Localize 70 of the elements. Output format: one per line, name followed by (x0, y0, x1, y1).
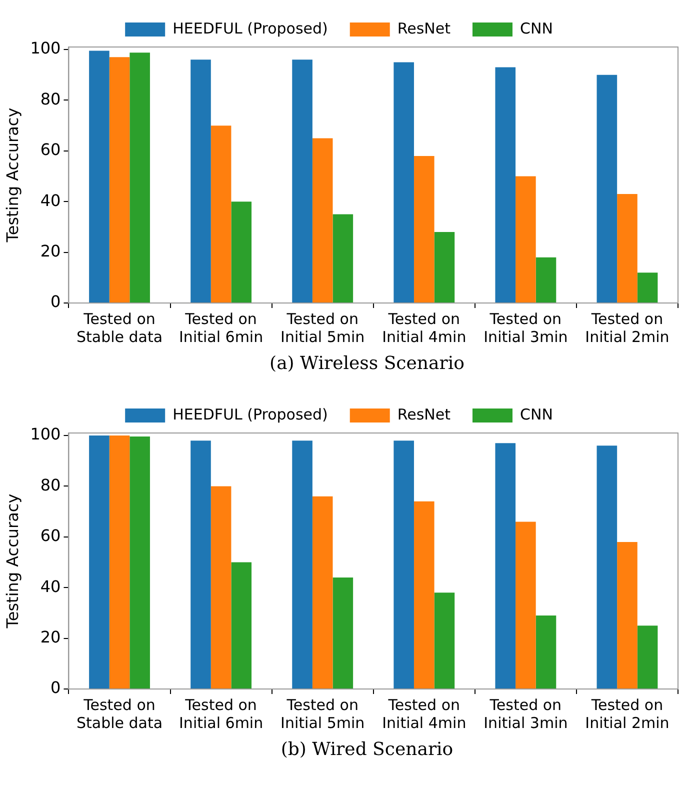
bar (190, 60, 211, 302)
x-tick-label: Tested on Initial 3min (484, 696, 568, 732)
y-tick-label: 40 (40, 190, 61, 210)
y-tick-label: 20 (40, 627, 61, 646)
bar (292, 440, 312, 688)
bar (637, 272, 658, 302)
legend-label: CNN (520, 19, 553, 38)
x-tick-label: Tested on Initial 5min (280, 696, 365, 732)
y-tick-label: 100 (30, 424, 61, 444)
bar (109, 436, 130, 688)
y-tick-label: 60 (40, 526, 61, 546)
bar (130, 436, 150, 688)
y-tick-label: 20 (40, 241, 61, 260)
bar (536, 615, 556, 688)
y-tick-label: 60 (40, 140, 61, 160)
y-tick-label: 40 (40, 576, 61, 596)
bar (332, 577, 354, 688)
bar (516, 176, 536, 302)
bar (210, 126, 232, 302)
bar (190, 440, 211, 688)
bar (414, 156, 434, 302)
bar (89, 436, 110, 688)
bar (495, 67, 516, 302)
bar (394, 62, 414, 302)
bar (596, 446, 618, 688)
bar (89, 50, 110, 302)
x-tick-label: Tested on Initial 4min (382, 310, 466, 346)
bar (617, 542, 638, 688)
legend-label: HEEDFUL (Proposed) (172, 19, 328, 38)
x-tick-label: Tested on Initial 4min (382, 696, 466, 732)
text: (b) Wired Scenario (280, 738, 454, 762)
bar (596, 74, 618, 302)
legend-label: HEEDFUL (Proposed) (172, 405, 328, 424)
bar (130, 52, 150, 302)
bar (109, 57, 130, 302)
x-tick-label: Tested on Initial 3min (484, 310, 568, 346)
bar (434, 232, 455, 302)
x-tick-label: Tested on Stable data (76, 696, 163, 732)
legend-label: ResNet (397, 405, 451, 424)
legend-label: CNN (520, 405, 553, 424)
y-tick-label: 80 (40, 89, 61, 108)
y-axis-title: Testing Accuracy (2, 108, 22, 244)
bar (312, 138, 333, 302)
x-tick-label: Tested on Initial 2min (585, 310, 670, 346)
x-tick-label: Tested on Initial 5min (280, 310, 365, 346)
x-tick-label: Tested on Initial 2min (585, 696, 670, 732)
x-tick-label: Tested on Initial 6min (179, 310, 264, 346)
bar (210, 486, 232, 688)
y-tick-label: 100 (30, 38, 61, 58)
bar (536, 257, 556, 302)
bar (332, 214, 354, 302)
bar (312, 496, 333, 688)
bar (637, 626, 658, 688)
bar (434, 592, 455, 688)
bar (394, 440, 414, 688)
bar (617, 194, 638, 302)
legend-label: ResNet (397, 19, 451, 38)
bar (516, 522, 536, 688)
bar (495, 443, 516, 688)
y-tick-label: 0 (50, 292, 61, 312)
y-tick-label: 80 (40, 475, 61, 494)
bar (231, 562, 252, 688)
text: (a) Wireless Scenario (268, 352, 466, 376)
y-tick-label: 0 (50, 678, 61, 698)
x-tick-label: Tested on Initial 6min (179, 696, 264, 732)
bar (414, 501, 434, 688)
bar (292, 60, 312, 302)
y-axis-title: Testing Accuracy (2, 494, 22, 630)
bar (231, 202, 252, 302)
x-tick-label: Tested on Stable data (76, 310, 163, 346)
